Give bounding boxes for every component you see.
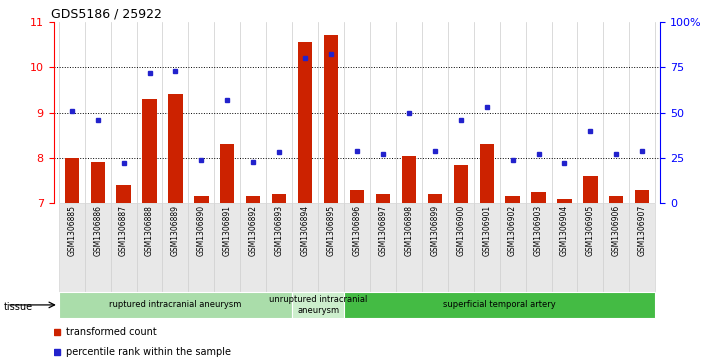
Bar bbox=[214, 203, 241, 292]
Bar bbox=[116, 185, 131, 203]
Bar bbox=[142, 99, 156, 203]
Bar bbox=[583, 176, 598, 203]
FancyBboxPatch shape bbox=[59, 292, 292, 318]
Text: GSM1306888: GSM1306888 bbox=[145, 205, 154, 256]
Text: ruptured intracranial aneurysm: ruptured intracranial aneurysm bbox=[109, 301, 241, 309]
Bar bbox=[396, 203, 422, 292]
Text: GSM1306893: GSM1306893 bbox=[275, 205, 283, 256]
Text: GSM1306890: GSM1306890 bbox=[197, 205, 206, 256]
Bar bbox=[350, 189, 364, 203]
Text: GSM1306889: GSM1306889 bbox=[171, 205, 180, 256]
Text: GSM1306895: GSM1306895 bbox=[326, 205, 336, 256]
Bar bbox=[480, 144, 494, 203]
Bar bbox=[292, 203, 318, 292]
FancyBboxPatch shape bbox=[344, 292, 655, 318]
Bar bbox=[324, 36, 338, 203]
Text: GSM1306885: GSM1306885 bbox=[67, 205, 76, 256]
Bar bbox=[163, 203, 188, 292]
Text: transformed count: transformed count bbox=[66, 327, 156, 337]
Bar bbox=[136, 203, 163, 292]
Bar bbox=[603, 203, 629, 292]
Text: GSM1306886: GSM1306886 bbox=[93, 205, 102, 256]
Text: GSM1306907: GSM1306907 bbox=[638, 205, 647, 256]
Bar bbox=[578, 203, 603, 292]
Bar bbox=[558, 199, 572, 203]
Bar bbox=[85, 203, 111, 292]
Bar bbox=[64, 158, 79, 203]
Bar bbox=[473, 203, 500, 292]
Bar bbox=[318, 203, 344, 292]
Bar bbox=[629, 203, 655, 292]
Text: GSM1306901: GSM1306901 bbox=[482, 205, 491, 256]
Text: GSM1306906: GSM1306906 bbox=[612, 205, 621, 256]
Bar bbox=[241, 203, 266, 292]
Bar bbox=[506, 196, 520, 203]
Bar bbox=[220, 144, 234, 203]
Bar bbox=[298, 42, 312, 203]
Bar bbox=[111, 203, 136, 292]
Bar bbox=[91, 163, 105, 203]
Bar bbox=[500, 203, 526, 292]
Text: superficial temporal artery: superficial temporal artery bbox=[443, 301, 556, 309]
Bar bbox=[453, 165, 468, 203]
Bar bbox=[531, 192, 545, 203]
Text: GSM1306887: GSM1306887 bbox=[119, 205, 128, 256]
Text: percentile rank within the sample: percentile rank within the sample bbox=[66, 347, 231, 357]
Text: GSM1306898: GSM1306898 bbox=[404, 205, 413, 256]
Text: unruptured intracranial
aneurysm: unruptured intracranial aneurysm bbox=[269, 295, 367, 315]
Text: GSM1306899: GSM1306899 bbox=[431, 205, 439, 256]
Bar bbox=[376, 194, 390, 203]
Text: GSM1306896: GSM1306896 bbox=[353, 205, 361, 256]
Text: GSM1306905: GSM1306905 bbox=[586, 205, 595, 256]
Bar bbox=[526, 203, 551, 292]
Text: GSM1306902: GSM1306902 bbox=[508, 205, 517, 256]
Bar bbox=[246, 196, 261, 203]
Text: GSM1306892: GSM1306892 bbox=[248, 205, 258, 256]
Bar bbox=[609, 196, 623, 203]
Text: GSM1306903: GSM1306903 bbox=[534, 205, 543, 256]
Bar bbox=[402, 156, 416, 203]
Bar bbox=[428, 194, 442, 203]
Bar bbox=[266, 203, 292, 292]
Bar bbox=[272, 194, 286, 203]
Text: GSM1306900: GSM1306900 bbox=[456, 205, 466, 256]
Bar bbox=[188, 203, 214, 292]
Text: GSM1306897: GSM1306897 bbox=[378, 205, 388, 256]
FancyBboxPatch shape bbox=[292, 292, 344, 318]
Bar bbox=[344, 203, 370, 292]
Bar bbox=[635, 189, 650, 203]
Bar bbox=[59, 203, 85, 292]
Bar bbox=[370, 203, 396, 292]
Bar bbox=[551, 203, 578, 292]
Text: GSM1306894: GSM1306894 bbox=[301, 205, 310, 256]
Text: GDS5186 / 25922: GDS5186 / 25922 bbox=[51, 8, 161, 21]
Bar bbox=[169, 94, 183, 203]
Bar bbox=[448, 203, 473, 292]
Text: tissue: tissue bbox=[4, 302, 33, 312]
Bar bbox=[422, 203, 448, 292]
Bar bbox=[194, 196, 208, 203]
Text: GSM1306904: GSM1306904 bbox=[560, 205, 569, 256]
Text: GSM1306891: GSM1306891 bbox=[223, 205, 232, 256]
